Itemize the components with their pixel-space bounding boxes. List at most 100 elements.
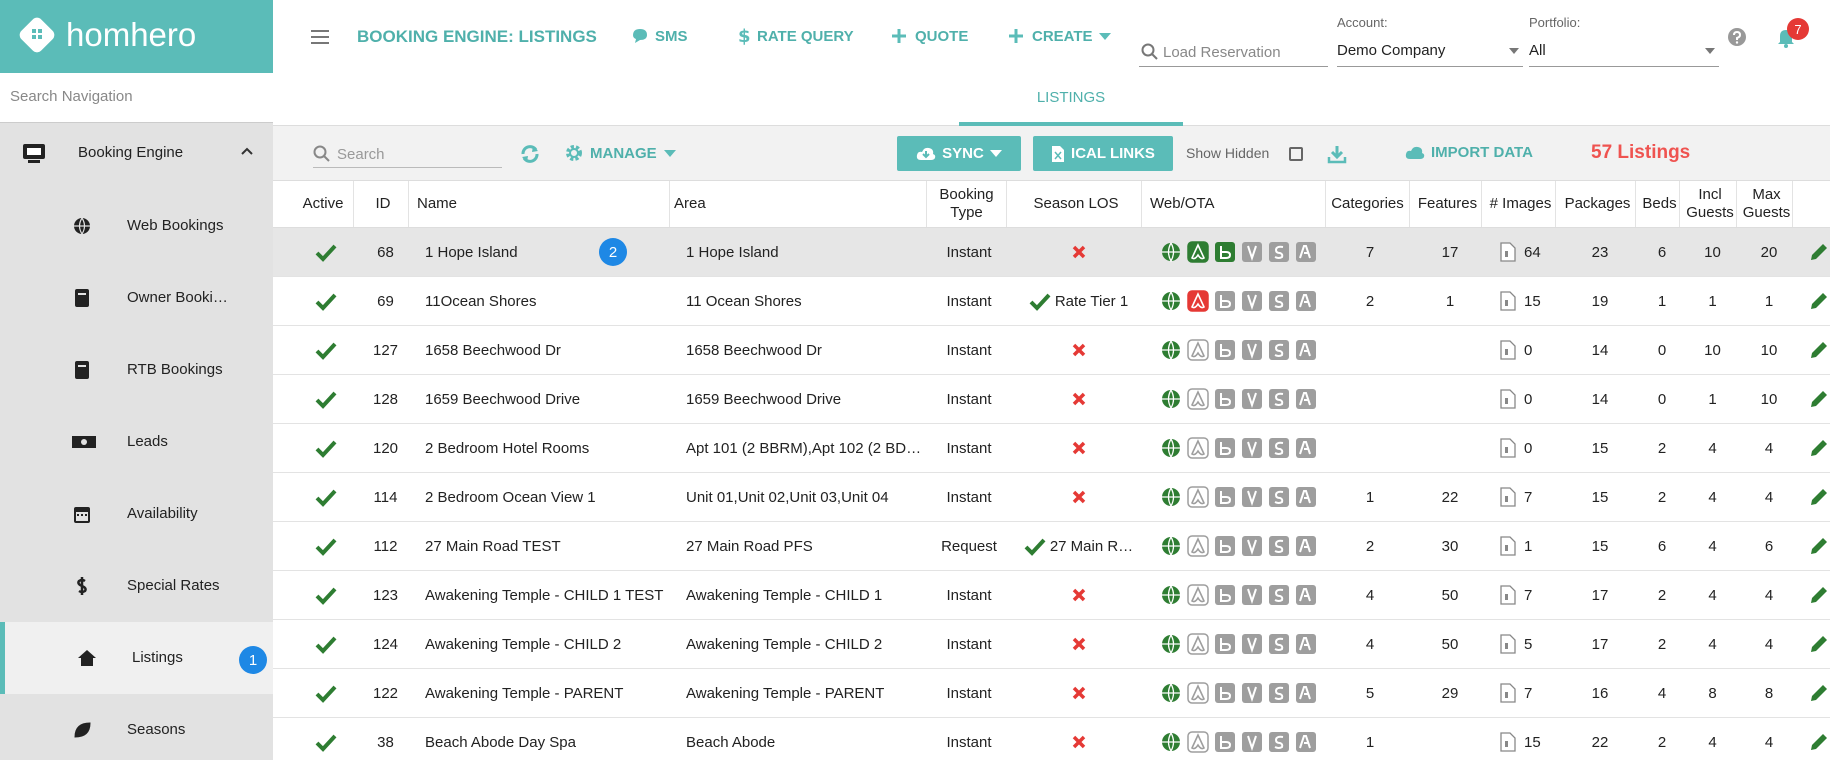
- image-icon: [1500, 732, 1516, 752]
- packages: 19: [1591, 292, 1609, 310]
- max-guests: 8: [1764, 684, 1774, 702]
- column-header[interactable]: Name: [417, 181, 670, 227]
- booking-type: Instant: [946, 390, 992, 408]
- account-select[interactable]: Demo Company: [1337, 42, 1523, 67]
- listing-area: 1 Hope Island: [686, 243, 779, 261]
- column-header[interactable]: Max Guests: [1741, 181, 1793, 227]
- table-row[interactable]: 68 1 Hope Island 2 1 Hope Island Instant 7 17 6…: [273, 228, 1830, 277]
- nav-item[interactable]: RTB Bookings: [0, 334, 273, 406]
- edit-cell[interactable]: [1808, 522, 1830, 570]
- table-row[interactable]: 112 27 Main Road TEST 27 Main Road PFS Requ…: [273, 522, 1830, 571]
- top-action[interactable]: QUOTE: [891, 27, 968, 45]
- load-reservation[interactable]: Load Reservation: [1139, 40, 1328, 67]
- edit-cell[interactable]: [1808, 277, 1830, 325]
- column-header[interactable]: Incl Guests: [1684, 181, 1737, 227]
- table-row[interactable]: 114 2 Bedroom Ocean View 1 Unit 01,Unit 02…: [273, 473, 1830, 522]
- nav-label: Special Rates: [127, 577, 220, 594]
- nav-item[interactable]: Owner Booki…: [0, 262, 273, 334]
- table-search[interactable]: Search: [313, 141, 502, 168]
- nav-item[interactable]: Listings 1: [0, 622, 273, 694]
- edit-cell[interactable]: [1808, 669, 1830, 717]
- refresh-icon[interactable]: [519, 143, 541, 165]
- categories: 4: [1365, 635, 1375, 653]
- ota-icon-part: [1162, 634, 1180, 655]
- column-header[interactable]: Web/OTA: [1150, 181, 1326, 227]
- categories: 5: [1365, 684, 1375, 702]
- nav-label: Leads: [127, 433, 168, 450]
- column-header[interactable]: ID: [358, 181, 409, 227]
- season-check-part: [1024, 538, 1046, 556]
- beds: 6: [1657, 537, 1667, 555]
- column-header[interactable]: Features: [1414, 181, 1482, 227]
- season-none-part: [1072, 735, 1085, 749]
- booking-type: Instant: [946, 635, 992, 653]
- nav-item[interactable]: Availability: [0, 478, 273, 550]
- table-row[interactable]: 38 Beach Abode Day Spa Beach Abode Instant 1…: [273, 718, 1830, 760]
- name-cell: 1 Hope Island 2: [413, 228, 670, 276]
- portfolio-select[interactable]: All: [1529, 42, 1719, 67]
- column-header[interactable]: Area: [674, 181, 927, 227]
- collapse-icon: [241, 147, 253, 155]
- edit-cell[interactable]: [1808, 473, 1830, 521]
- table-row[interactable]: 120 2 Bedroom Hotel Rooms Apt 101 (2 BBRM)…: [273, 424, 1830, 473]
- edit-cell[interactable]: [1808, 718, 1830, 760]
- table-row[interactable]: 128 1659 Beechwood Drive 1659 Beechwood Dr…: [273, 375, 1830, 424]
- edit-cell[interactable]: [1808, 375, 1830, 423]
- edit-cell[interactable]: [1808, 326, 1830, 374]
- column-header[interactable]: # Images: [1486, 181, 1556, 227]
- table-header: Active ID Name Area Booking Type Season LOS We…: [273, 181, 1830, 228]
- manage-menu[interactable]: MANAGE: [565, 144, 676, 162]
- name-cell: Awakening Temple - CHILD 2: [413, 620, 670, 668]
- features: 30: [1441, 537, 1459, 555]
- max-guests-cell: 6: [1741, 522, 1797, 570]
- top-action[interactable]: $ RATE QUERY: [733, 27, 854, 45]
- table-row[interactable]: 124 Awakening Temple - CHILD 2 Awakening T…: [273, 620, 1830, 669]
- ota-icon-part: [1190, 292, 1206, 309]
- menu-icon[interactable]: [311, 28, 331, 46]
- column-header[interactable]: Season LOS: [1011, 181, 1142, 227]
- tab[interactable]: LISTINGS: [959, 73, 1183, 126]
- column-header[interactable]: Booking Type: [927, 181, 1007, 227]
- column-header[interactable]: Beds: [1640, 181, 1680, 227]
- nav-item[interactable]: Seasons: [0, 694, 273, 760]
- page-title: BOOKING ENGINE: LISTINGS: [357, 27, 597, 46]
- table-row[interactable]: 122 Awakening Temple - PARENT Awakening Te…: [273, 669, 1830, 718]
- column-header[interactable]: Packages: [1560, 181, 1636, 227]
- table-row[interactable]: 123 Awakening Temple - CHILD 1 TEST Awaken…: [273, 571, 1830, 620]
- table-row[interactable]: 69 11Ocean Shores 11 Ocean Shores Instant Ra…: [273, 277, 1830, 326]
- ota-icon-part: [1299, 343, 1311, 357]
- import-button[interactable]: IMPORT DATA: [1405, 144, 1533, 161]
- beds-cell: 6: [1640, 522, 1684, 570]
- nav-item[interactable]: Special Rates: [0, 550, 273, 622]
- sync-button[interactable]: SYNC: [897, 136, 1021, 171]
- id-cell: 123: [358, 571, 413, 619]
- ota-icon: [1269, 585, 1289, 605]
- beds: 6: [1657, 243, 1667, 261]
- nav-item[interactable]: Leads: [0, 406, 273, 478]
- images: 0: [1524, 390, 1533, 408]
- nav-item[interactable]: Web Bookings: [0, 190, 273, 262]
- show-hidden-checkbox[interactable]: [1289, 147, 1303, 161]
- edit-cell[interactable]: [1808, 228, 1830, 276]
- images: 0: [1524, 439, 1533, 457]
- download-icon[interactable]: [1327, 144, 1347, 164]
- column-header[interactable]: Categories: [1326, 181, 1410, 227]
- categories-cell: 1: [1326, 473, 1414, 521]
- section-icon: [23, 144, 45, 163]
- nav-section[interactable]: Booking Engine: [0, 130, 273, 176]
- table-row[interactable]: 127 1658 Beechwood Dr 1658 Beechwood Dr Ins…: [273, 326, 1830, 375]
- help-icon[interactable]: [1727, 27, 1747, 47]
- name-cell: Awakening Temple - PARENT: [413, 669, 670, 717]
- edit-cell[interactable]: [1808, 620, 1830, 668]
- edit-cell[interactable]: [1808, 571, 1830, 619]
- logo: homhero: [0, 0, 273, 73]
- column-header[interactable]: Active: [293, 181, 354, 227]
- ota-icon: [1162, 487, 1180, 508]
- nav-search[interactable]: Search Navigation: [0, 73, 273, 123]
- top-action[interactable]: CREATE: [1008, 27, 1111, 45]
- edit-cell[interactable]: [1808, 424, 1830, 472]
- top-action[interactable]: SMS: [631, 27, 688, 45]
- ota-icon-part: [1190, 341, 1206, 358]
- listing-id: 114: [373, 488, 398, 506]
- ical-button[interactable]: ICAL LINKS: [1033, 136, 1173, 171]
